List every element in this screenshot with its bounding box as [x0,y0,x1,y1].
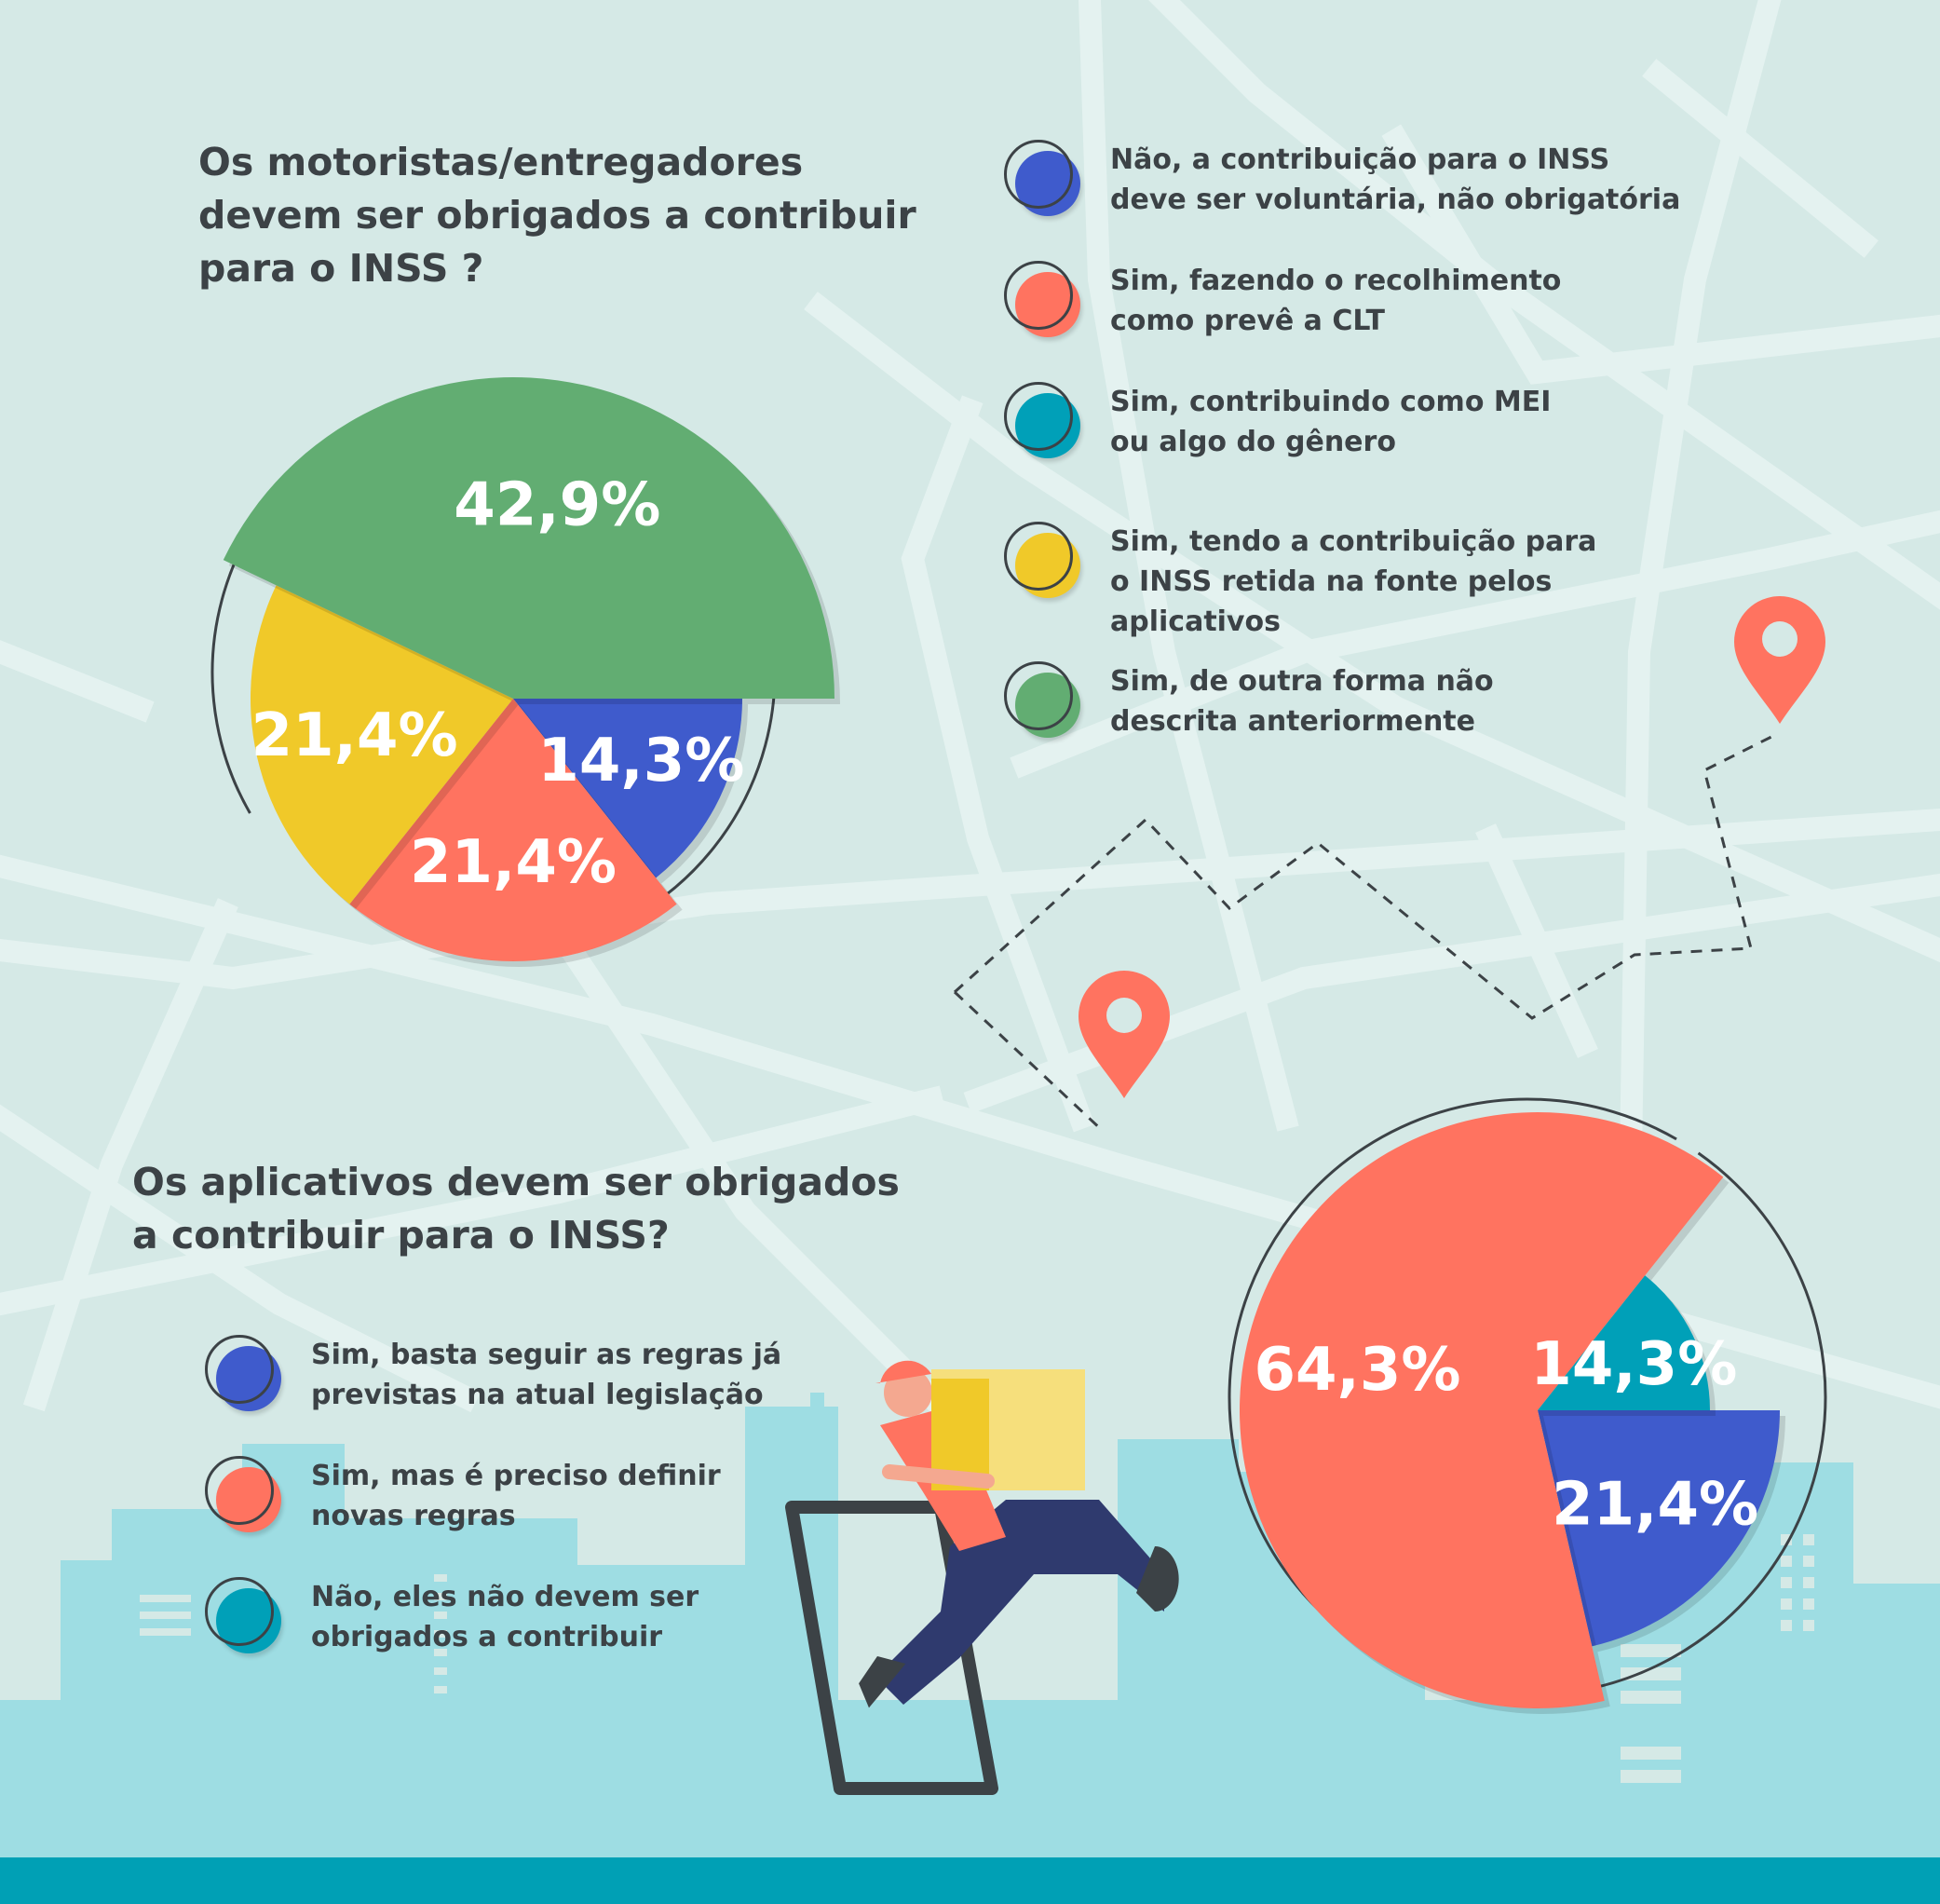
title-line: Os aplicativos devem ser obrigados [132,1160,900,1204]
title-line: a contribuir para o INSS? [132,1213,670,1258]
footer-bar [0,1857,1940,1904]
legend-label: Sim, tendo a contribuição para o INSS re… [1110,525,1597,638]
pie-slice [349,699,677,961]
legend-swatch [205,1577,283,1655]
pie-slice-label: 42,9% [454,470,660,539]
title-line: devem ser obrigados a contribuir [198,193,916,238]
map-pin-icon [1734,596,1825,724]
legend-item: Sim, tendo a contribuição para o INSS re… [1004,522,1596,642]
title-line: Os motoristas/entregadores [198,140,804,184]
pie-slice-label: 21,4% [251,701,458,770]
map-pin-icon [1079,971,1170,1098]
legend-item: Sim, contribuindo como MEI ou algo do gê… [1004,382,1551,462]
pie-slice-label: 64,3% [1254,1336,1460,1405]
legend-label: Sim, de outra forma não descrita anterio… [1110,665,1494,738]
legend-item: Não, eles não devem ser obrigados a cont… [205,1577,699,1657]
title-line: para o INSS ? [198,246,484,291]
legend-label: Não, eles não devem ser obrigados a cont… [311,1581,699,1653]
pie-slice-label: 21,4% [1552,1470,1758,1539]
pie-slice [1240,1112,1724,1708]
pie-slice [1538,1275,1710,1410]
legend-label: Sim, fazendo o recolhimento como prevê a… [1110,265,1562,337]
legend-swatch [1004,522,1082,600]
pie-slice [1538,1410,1780,1647]
smartphone-illustration [785,1501,998,1795]
legend-label: Sim, mas é preciso definir novas regras [311,1460,721,1532]
legend-swatch [205,1335,283,1413]
chart1-title: Os motoristas/entregadores devem ser obr… [198,136,916,295]
legend-swatch [205,1456,283,1534]
chart2-title: Os aplicativos devem ser obrigados a con… [132,1156,900,1262]
pie-slice [223,376,834,699]
legend-item: Sim, basta seguir as regras já previstas… [205,1335,781,1415]
legend-swatch [1004,140,1082,218]
legend-label: Sim, contribuindo como MEI ou algo do gê… [1110,386,1552,458]
pie-slice-label: 14,3% [537,727,744,796]
pie-slice-label: 14,3% [1530,1330,1737,1399]
pie-slice-label: 21,4% [410,828,617,897]
legend-item: Sim, fazendo o recolhimento como prevê a… [1004,261,1561,341]
legend-swatch [1004,261,1082,339]
pie-slice [251,585,513,904]
pie-slice [513,699,742,878]
legend-label: Sim, basta seguir as regras já previstas… [311,1339,782,1411]
legend-item: Sim, mas é preciso definir novas regras [205,1456,721,1536]
delivery-illustration [785,1360,1179,1795]
legend-swatch [1004,382,1082,460]
legend-item: Sim, de outra forma não descrita anterio… [1004,661,1494,741]
legend-label: Não, a contribuição para o INSS deve ser… [1110,143,1681,216]
legend-swatch [1004,661,1082,740]
legend-item: Não, a contribuição para o INSS deve ser… [1004,140,1680,220]
